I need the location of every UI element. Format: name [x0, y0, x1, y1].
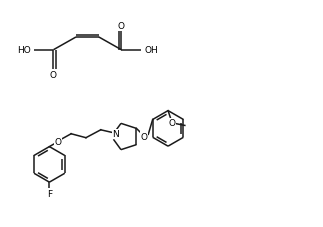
Text: F: F [47, 189, 52, 198]
Text: OH: OH [144, 46, 158, 55]
Text: HO: HO [17, 46, 31, 55]
Text: O: O [55, 138, 62, 146]
Text: O: O [169, 118, 175, 127]
Text: N: N [112, 130, 119, 139]
Text: O: O [50, 71, 57, 80]
Text: O: O [141, 132, 148, 141]
Text: O: O [118, 22, 125, 30]
